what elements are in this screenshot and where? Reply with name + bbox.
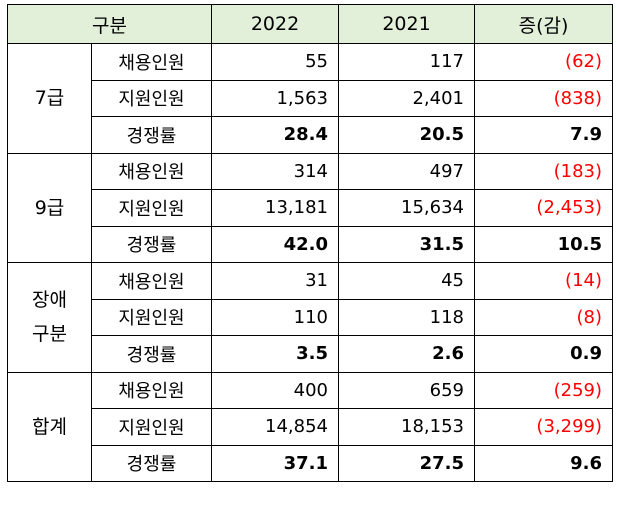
table-row: 합계 채용인원 400 659 (259) [7, 371, 613, 482]
group-label-line: 구분 [32, 323, 67, 346]
table-row: 지원인원 13,181 15,634 (2,453) [8, 189, 613, 227]
group-label-total: 합계 [7, 371, 92, 482]
metric-label: 지원인원 [91, 298, 212, 336]
value-2022: 1,563 [211, 79, 339, 117]
metric-label: 지원인원 [91, 189, 212, 227]
value-2021: 2,401 [338, 79, 475, 117]
value-change: (14) [474, 262, 613, 300]
value-2022: 3.5 [211, 335, 339, 373]
metric-label: 경쟁률 [91, 335, 212, 373]
metric-label: 채용인원 [91, 152, 212, 190]
value-2022: 314 [211, 152, 339, 190]
value-change: (259) [474, 371, 613, 409]
value-change: 9.6 [474, 444, 613, 482]
value-2021: 497 [338, 152, 475, 190]
table-row: 장애 구분 채용인원 31 45 (14) [7, 262, 613, 373]
metric-label: 경쟁률 [91, 444, 212, 482]
value-2021: 2.6 [338, 335, 475, 373]
value-change: (183) [474, 152, 613, 190]
value-2022: 42.0 [211, 225, 339, 263]
metric-label: 채용인원 [91, 262, 212, 300]
header-year-2022: 2022 [211, 4, 339, 44]
metric-label: 지원인원 [91, 408, 212, 446]
header-change: 증(감) [474, 4, 613, 44]
table-row: 경쟁률 28.4 20.5 7.9 [8, 116, 613, 154]
value-2022: 31 [211, 262, 339, 300]
header-row: 구분 2022 2021 증(감) [7, 4, 613, 44]
group-label-disability: 장애 구분 [7, 262, 92, 373]
value-change: (3,299) [474, 408, 613, 446]
metric-label: 경쟁률 [91, 116, 212, 154]
value-change: (8) [474, 298, 613, 336]
group-label-line: 장애 [32, 289, 67, 312]
value-2021: 659 [338, 371, 475, 409]
table-row: 경쟁률 3.5 2.6 0.9 [8, 335, 613, 373]
group-label-grade7: 7급 [7, 43, 92, 154]
value-2022: 400 [211, 371, 339, 409]
recruitment-stats-table: 구분 2022 2021 증(감) 7급 채용인원 55 117 (62) 지원… [7, 4, 613, 482]
metric-label: 채용인원 [91, 371, 212, 409]
value-2022: 110 [211, 298, 339, 336]
value-2021: 118 [338, 298, 475, 336]
value-2021: 20.5 [338, 116, 475, 154]
table-row: 경쟁률 37.1 27.5 9.6 [8, 444, 613, 482]
group-label-grade9: 9급 [7, 152, 92, 263]
table-row: 7급 채용인원 55 117 (62) [7, 43, 613, 154]
table-row: 지원인원 110 118 (8) [8, 298, 613, 336]
value-change: 0.9 [474, 335, 613, 373]
value-change: (62) [474, 43, 613, 81]
header-category: 구분 [7, 4, 212, 44]
value-2021: 27.5 [338, 444, 475, 482]
table-row: 지원인원 1,563 2,401 (838) [8, 79, 613, 117]
metric-label: 채용인원 [91, 43, 212, 81]
value-2022: 13,181 [211, 189, 339, 227]
value-2022: 37.1 [211, 444, 339, 482]
value-2021: 45 [338, 262, 475, 300]
value-change: (838) [474, 79, 613, 117]
table-row: 경쟁률 42.0 31.5 10.5 [8, 225, 613, 263]
value-change: (2,453) [474, 189, 613, 227]
value-change: 10.5 [474, 225, 613, 263]
metric-label: 경쟁률 [91, 225, 212, 263]
value-2021: 31.5 [338, 225, 475, 263]
header-year-2021: 2021 [338, 4, 475, 44]
value-change: 7.9 [474, 116, 613, 154]
value-2021: 18,153 [338, 408, 475, 446]
value-2021: 15,634 [338, 189, 475, 227]
value-2022: 28.4 [211, 116, 339, 154]
value-2022: 14,854 [211, 408, 339, 446]
value-2021: 117 [338, 43, 475, 81]
metric-label: 지원인원 [91, 79, 212, 117]
value-2022: 55 [211, 43, 339, 81]
table-row: 지원인원 14,854 18,153 (3,299) [8, 408, 613, 446]
table-row: 9급 채용인원 314 497 (183) [7, 152, 613, 263]
